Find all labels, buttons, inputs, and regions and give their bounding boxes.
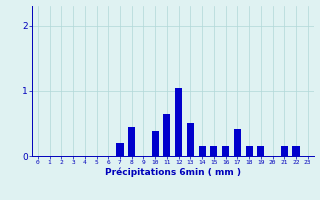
Bar: [234, 129, 241, 156]
Bar: [116, 143, 124, 156]
Bar: [175, 88, 182, 156]
Bar: [222, 146, 229, 156]
Bar: [152, 131, 159, 156]
Bar: [187, 123, 194, 156]
X-axis label: Précipitations 6min ( mm ): Précipitations 6min ( mm ): [105, 168, 241, 177]
Bar: [164, 114, 171, 156]
Bar: [257, 146, 264, 156]
Bar: [245, 146, 252, 156]
Bar: [128, 127, 135, 156]
Bar: [199, 146, 206, 156]
Bar: [281, 146, 288, 156]
Bar: [210, 146, 217, 156]
Bar: [292, 146, 300, 156]
